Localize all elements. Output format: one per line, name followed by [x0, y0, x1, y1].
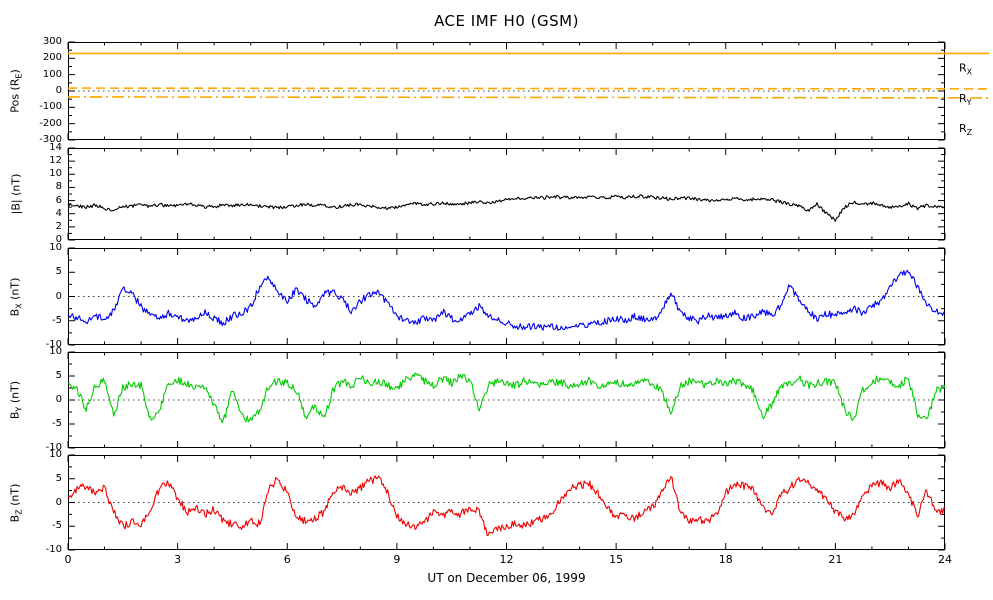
- y-tick-label: 0: [55, 234, 62, 245]
- series-Bx: [67, 269, 946, 331]
- pos-ylabel: Pos (RE): [8, 69, 24, 113]
- y-tick-label: 8: [55, 181, 62, 193]
- series-Bz: [67, 475, 946, 537]
- x-tick-label: 24: [938, 553, 952, 566]
- y-tick-label: 5: [55, 370, 62, 381]
- series-Bmag: [67, 194, 946, 222]
- y-tick-label: 5: [55, 472, 62, 484]
- x-tick-label: 6: [283, 553, 291, 566]
- x-tick-label: 3: [174, 553, 182, 566]
- pos-panel: RX RY RZ: [67, 41, 990, 141]
- bmag-panel: [67, 147, 946, 241]
- y-tick-label: -5: [52, 314, 62, 326]
- legend-label-x: RX: [959, 61, 973, 76]
- y-tick-label: -10: [45, 339, 62, 350]
- y-tick-label: 6: [55, 194, 62, 206]
- y-tick-label: -10: [45, 544, 62, 555]
- x-tick-label: 0: [64, 553, 72, 566]
- bx-panel: [67, 247, 946, 346]
- y-tick-label: -5: [52, 418, 62, 429]
- y-tick-label: 100: [42, 68, 62, 80]
- y-tick-label: -5: [52, 520, 62, 532]
- bx-ylabel: BX (nT): [8, 277, 24, 316]
- y-tick-label: 5: [55, 266, 62, 278]
- by-panel: [67, 351, 946, 449]
- y-tick-label: 0: [55, 496, 62, 508]
- y-tick-label: 0: [55, 394, 62, 405]
- y-tick-label: 10: [49, 449, 62, 460]
- bz-ylabel: BZ (nT): [8, 483, 24, 522]
- series-By: [67, 372, 946, 424]
- x-tick-label: 18: [718, 553, 733, 566]
- legend-label-z: RZ: [959, 122, 973, 137]
- y-tick-label: -100: [39, 101, 62, 113]
- bmag-ylabel: |B| (nT): [9, 173, 23, 215]
- x-tick-label: 9: [393, 553, 401, 566]
- x-tick-label: 12: [499, 553, 514, 566]
- series-R_Z: [67, 96, 990, 99]
- y-tick-label: 4: [55, 207, 62, 219]
- series-R_Y: [67, 87, 990, 90]
- y-tick-label: -200: [39, 117, 62, 129]
- y-tick-label: 10: [49, 242, 62, 253]
- x-tick-label: 15: [609, 553, 624, 566]
- y-tick-label: -300: [39, 134, 62, 145]
- y-tick-label: 0: [55, 85, 62, 96]
- y-tick-label: 0: [55, 290, 62, 302]
- chart-title: ACE IMF H0 (GSM): [434, 12, 579, 30]
- y-tick-label: -10: [45, 442, 62, 453]
- y-tick-label: 10: [49, 346, 62, 357]
- legend-label-y: RY: [959, 92, 972, 107]
- y-tick-label: 300: [42, 36, 62, 47]
- x-axis-label: UT on December 06, 1999: [427, 571, 586, 585]
- y-tick-label: 10: [49, 168, 62, 180]
- by-ylabel: BY (nT): [8, 380, 24, 420]
- bz-panel: [67, 454, 946, 551]
- x-tick-label: 21: [828, 553, 843, 566]
- y-tick-label: 200: [42, 52, 62, 64]
- y-tick-label: 12: [49, 155, 62, 167]
- y-tick-label: 14: [49, 142, 62, 153]
- y-tick-label: 2: [55, 220, 62, 232]
